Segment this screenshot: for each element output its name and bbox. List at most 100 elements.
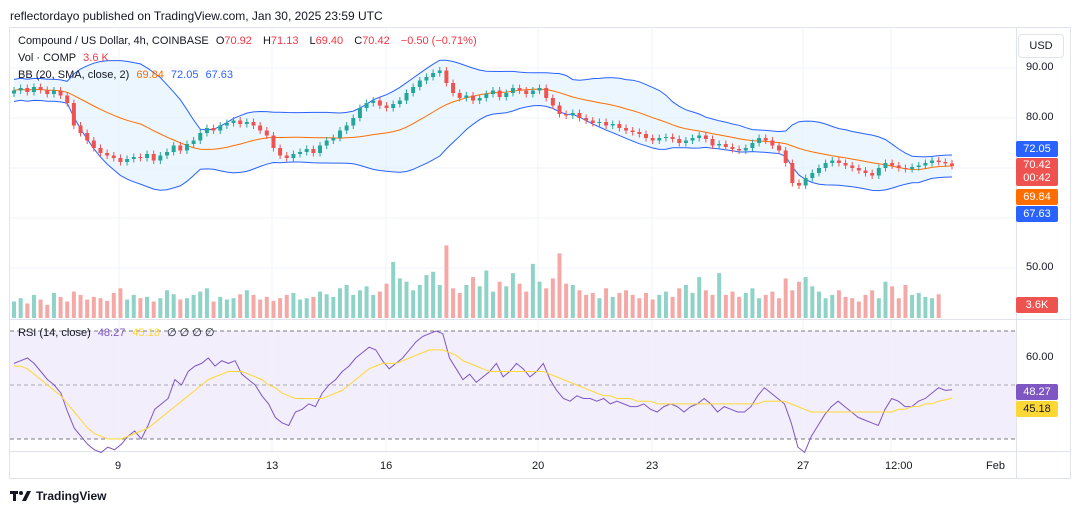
volume-bar bbox=[451, 288, 456, 318]
volume-value: 3.6 K bbox=[83, 52, 109, 64]
volume-label: Vol · COMP bbox=[18, 52, 77, 64]
volume-bar bbox=[803, 277, 808, 318]
volume-bar bbox=[231, 298, 236, 318]
price-tick-50: 50.00 bbox=[1026, 261, 1054, 273]
footer[interactable]: TradingView bbox=[10, 489, 106, 503]
candle bbox=[743, 148, 748, 151]
candle bbox=[777, 145, 782, 151]
price-tick-80: 80.00 bbox=[1026, 111, 1054, 123]
candle bbox=[131, 157, 136, 159]
candle bbox=[125, 159, 130, 162]
candle bbox=[464, 95, 469, 98]
volume-bar bbox=[171, 294, 176, 318]
candle bbox=[151, 154, 156, 161]
volume-bar bbox=[750, 288, 755, 318]
rsi-ma-tag: 45.18 bbox=[1016, 401, 1058, 417]
candle bbox=[264, 130, 269, 136]
candle bbox=[876, 168, 881, 176]
candle bbox=[930, 160, 935, 163]
candle bbox=[504, 93, 509, 97]
volume-bar bbox=[530, 263, 535, 318]
volume-bar bbox=[337, 288, 342, 318]
candle bbox=[291, 154, 296, 158]
volume-bar bbox=[211, 301, 216, 318]
candle bbox=[337, 130, 342, 138]
legend-c-label: C bbox=[354, 35, 363, 47]
volume-bar bbox=[650, 299, 655, 318]
volume-bar bbox=[111, 292, 116, 318]
volume-bar bbox=[876, 298, 881, 318]
volume-bar bbox=[777, 298, 782, 318]
volume-bar bbox=[397, 278, 402, 318]
bollinger-bands bbox=[13, 59, 953, 192]
candle bbox=[231, 120, 236, 123]
volume-bar bbox=[723, 294, 728, 318]
volume-bar bbox=[930, 298, 935, 318]
candles bbox=[12, 67, 954, 189]
volume-bar bbox=[896, 298, 901, 318]
volume-bar bbox=[590, 292, 595, 318]
volume-bar bbox=[431, 271, 436, 318]
candle bbox=[38, 87, 43, 90]
candle bbox=[91, 140, 96, 148]
volume-bar bbox=[377, 291, 382, 318]
candle bbox=[111, 155, 116, 158]
volume-bar bbox=[870, 290, 875, 318]
candle bbox=[670, 137, 675, 139]
volume-bar bbox=[584, 294, 589, 318]
currency-button[interactable]: USD bbox=[1018, 34, 1064, 58]
volume-bar bbox=[45, 304, 50, 318]
candle bbox=[830, 160, 835, 163]
candle bbox=[597, 122, 602, 123]
rsi-tick-60: 60.00 bbox=[1026, 351, 1054, 363]
time-tick: 16 bbox=[380, 460, 393, 472]
volume-bar bbox=[517, 283, 522, 318]
volume-bar bbox=[843, 296, 848, 318]
candle bbox=[624, 128, 629, 131]
candle bbox=[870, 173, 875, 176]
legend-volume[interactable]: Vol · COMP 3.6 K bbox=[18, 52, 113, 64]
bb-fill bbox=[14, 60, 952, 191]
legend-h-label: H bbox=[262, 35, 271, 47]
volume-bar bbox=[444, 245, 449, 318]
legend-bb[interactable]: BB (20, SMA, close, 2) 69.84 72.05 67.63 bbox=[18, 69, 237, 81]
volume-bar bbox=[863, 294, 868, 318]
volume-bar bbox=[298, 299, 303, 318]
candle bbox=[304, 149, 309, 152]
candle bbox=[923, 163, 928, 166]
volume-bar bbox=[357, 290, 362, 318]
candle bbox=[171, 145, 176, 152]
candle bbox=[377, 100, 382, 106]
time-tick: Feb bbox=[986, 460, 1005, 472]
bb-basis-tag: 69.84 bbox=[1016, 189, 1058, 205]
volume-bar bbox=[344, 285, 349, 318]
volume-bar bbox=[404, 281, 409, 318]
volume-bar bbox=[204, 288, 209, 318]
legend-symbol[interactable]: Compound / US Dollar, 4h, COINBASE bbox=[18, 35, 209, 47]
bb-upper-tag: 72.05 bbox=[1016, 141, 1058, 157]
candle bbox=[218, 125, 223, 131]
time-tick: 23 bbox=[646, 460, 659, 472]
candle bbox=[85, 133, 90, 141]
candle bbox=[331, 138, 336, 141]
candle bbox=[650, 138, 655, 141]
volume-bar bbox=[630, 294, 635, 318]
candle bbox=[697, 135, 702, 138]
candle bbox=[284, 155, 289, 158]
legend-rsi[interactable]: RSI (14, close) 48.27 45.18 ∅ ∅ ∅ ∅ bbox=[18, 326, 219, 339]
candle bbox=[444, 70, 449, 83]
candle bbox=[198, 133, 203, 141]
volume-bar bbox=[624, 290, 629, 318]
volume-bar bbox=[258, 299, 263, 318]
candle bbox=[710, 139, 715, 146]
candle bbox=[238, 120, 243, 124]
volume-bar bbox=[597, 298, 602, 318]
volume-bar bbox=[763, 294, 768, 318]
volume-bar bbox=[757, 298, 762, 318]
bb-lower-value: 67.63 bbox=[205, 69, 234, 81]
candle bbox=[184, 144, 189, 151]
candle bbox=[783, 150, 788, 163]
volume-bar bbox=[58, 296, 63, 318]
candle bbox=[763, 138, 768, 141]
